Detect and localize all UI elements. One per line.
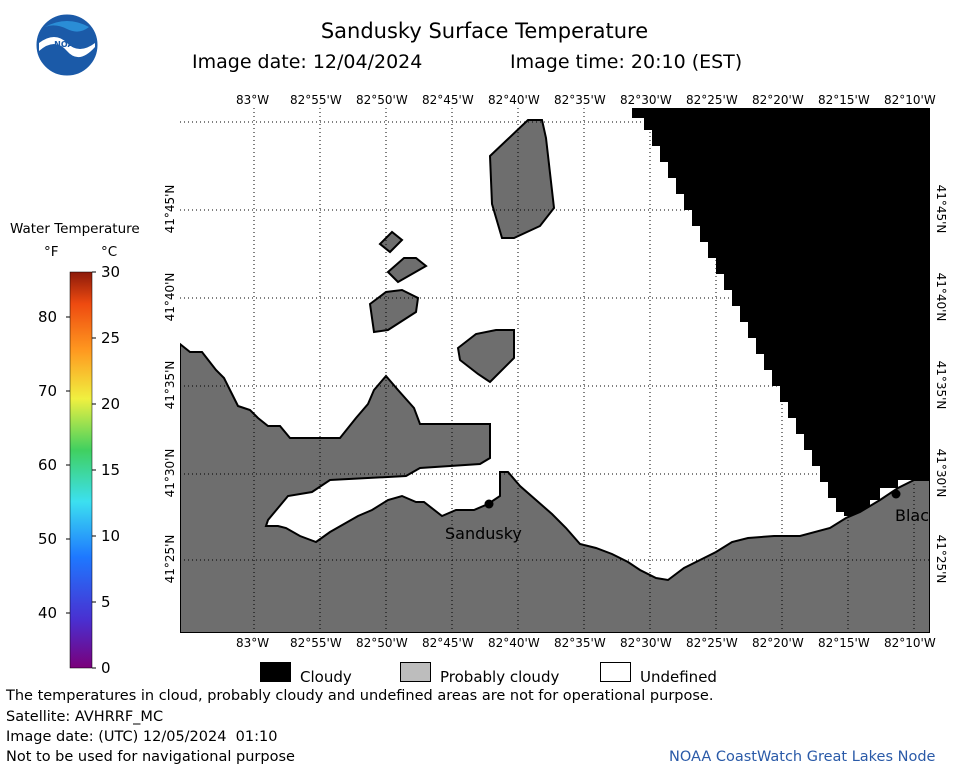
footer-note: The temperatures in cloud, probably clou… (6, 688, 714, 704)
sandusky-marker (484, 499, 494, 509)
lon-tick-top: 83°W (236, 93, 270, 107)
f-tick: 40 (38, 604, 58, 622)
legend-swatch-cloudy (260, 662, 291, 682)
footer-utc-date: Image date: (UTC) 12/05/2024 01:10 (6, 729, 278, 745)
lat-tick-left: 41°25'N (163, 534, 177, 584)
c-tick: 15 (101, 461, 121, 479)
image-date: Image date: 12/04/2024 (192, 51, 423, 73)
island-kelleys (488, 119, 556, 239)
lat-tick-right: 41°45'N (934, 184, 948, 234)
graticule (180, 108, 930, 633)
place-label-sandusky: Sandusky (445, 524, 522, 543)
lat-tick-right: 41°30'N (934, 448, 948, 498)
colorbar-unit-c: °C (101, 244, 118, 260)
cloud-region (632, 108, 930, 516)
lon-tick-bottom: 82°25'W (686, 636, 738, 650)
c-tick: 20 (101, 395, 121, 413)
colorbar-gradient (69, 271, 93, 669)
legend-label-undefined: Undefined (640, 668, 717, 686)
lon-tick-bottom: 83°W (236, 636, 270, 650)
footer-navigation: Not to be used for navigational purpose (6, 749, 295, 765)
colorbar-unit-f: °F (44, 244, 59, 260)
lon-tick-bottom: 82°40'W (488, 636, 540, 650)
c-tick: 25 (101, 329, 121, 347)
legend-label-cloudy: Cloudy (300, 668, 352, 686)
lon-tick-top: 82°20'W (752, 93, 804, 107)
lon-tick-top: 82°40'W (488, 93, 540, 107)
lat-tick-left: 41°35'N (163, 360, 177, 410)
lat-tick-right: 41°25'N (934, 534, 948, 584)
c-tick: 10 (101, 527, 121, 545)
c-tick: 0 (101, 659, 111, 677)
blac-marker (891, 489, 901, 499)
logo-text: NOAA (54, 40, 80, 49)
map (180, 108, 930, 633)
legend-swatch-probably-cloudy (400, 662, 431, 682)
lon-tick-top: 82°55'W (290, 93, 342, 107)
lon-tick-bottom: 82°55'W (290, 636, 342, 650)
colorbar-ticks (66, 271, 96, 669)
lon-tick-bottom: 82°10'W (884, 636, 936, 650)
lon-tick-top: 82°35'W (554, 93, 606, 107)
lon-tick-top: 82°25'W (686, 93, 738, 107)
legend-swatch-undefined (600, 662, 631, 682)
lon-tick-bottom: 82°20'W (752, 636, 804, 650)
lat-tick-left: 41°30'N (163, 448, 177, 498)
footer-credit: NOAA CoastWatch Great Lakes Node (669, 749, 936, 765)
lon-tick-top: 82°45'W (422, 93, 474, 107)
lon-tick-top: 82°30'W (620, 93, 672, 107)
c-tick: 30 (101, 263, 121, 281)
place-label-blac: Blac (895, 506, 930, 525)
f-tick: 60 (38, 456, 58, 474)
land (180, 342, 930, 633)
lat-tick-right: 41°35'N (934, 360, 948, 410)
island-small-1 (378, 230, 404, 254)
legend-label-probably-cloudy: Probably cloudy (440, 668, 560, 686)
island-small-2 (386, 257, 428, 284)
lon-tick-top: 82°10'W (884, 93, 936, 107)
f-tick: 50 (38, 530, 58, 548)
lat-tick-left: 41°40'N (163, 272, 177, 322)
page-title: Sandusky Surface Temperature (320, 19, 649, 43)
footer-satellite: Satellite: AVHRRF_MC (6, 709, 164, 725)
colorbar-title: Water Temperature (10, 221, 140, 237)
lon-tick-bottom: 82°15'W (818, 636, 870, 650)
island-small-3 (368, 288, 420, 334)
lon-tick-top: 82°50'W (356, 93, 408, 107)
lon-tick-bottom: 82°50'W (356, 636, 408, 650)
c-tick: 5 (101, 593, 111, 611)
island-small-4 (456, 329, 515, 384)
colorbar (66, 271, 96, 669)
noaa-logo: NOAA (35, 13, 99, 77)
f-tick: 70 (38, 382, 58, 400)
image-time: Image time: 20:10 (EST) (510, 51, 743, 73)
lon-tick-bottom: 82°30'W (620, 636, 672, 650)
lat-tick-left: 41°45'N (163, 184, 177, 234)
lat-tick-right: 41°40'N (934, 272, 948, 322)
lon-tick-bottom: 82°35'W (554, 636, 606, 650)
lon-tick-top: 82°15'W (818, 93, 870, 107)
lon-tick-bottom: 82°45'W (422, 636, 474, 650)
f-tick: 80 (38, 308, 58, 326)
